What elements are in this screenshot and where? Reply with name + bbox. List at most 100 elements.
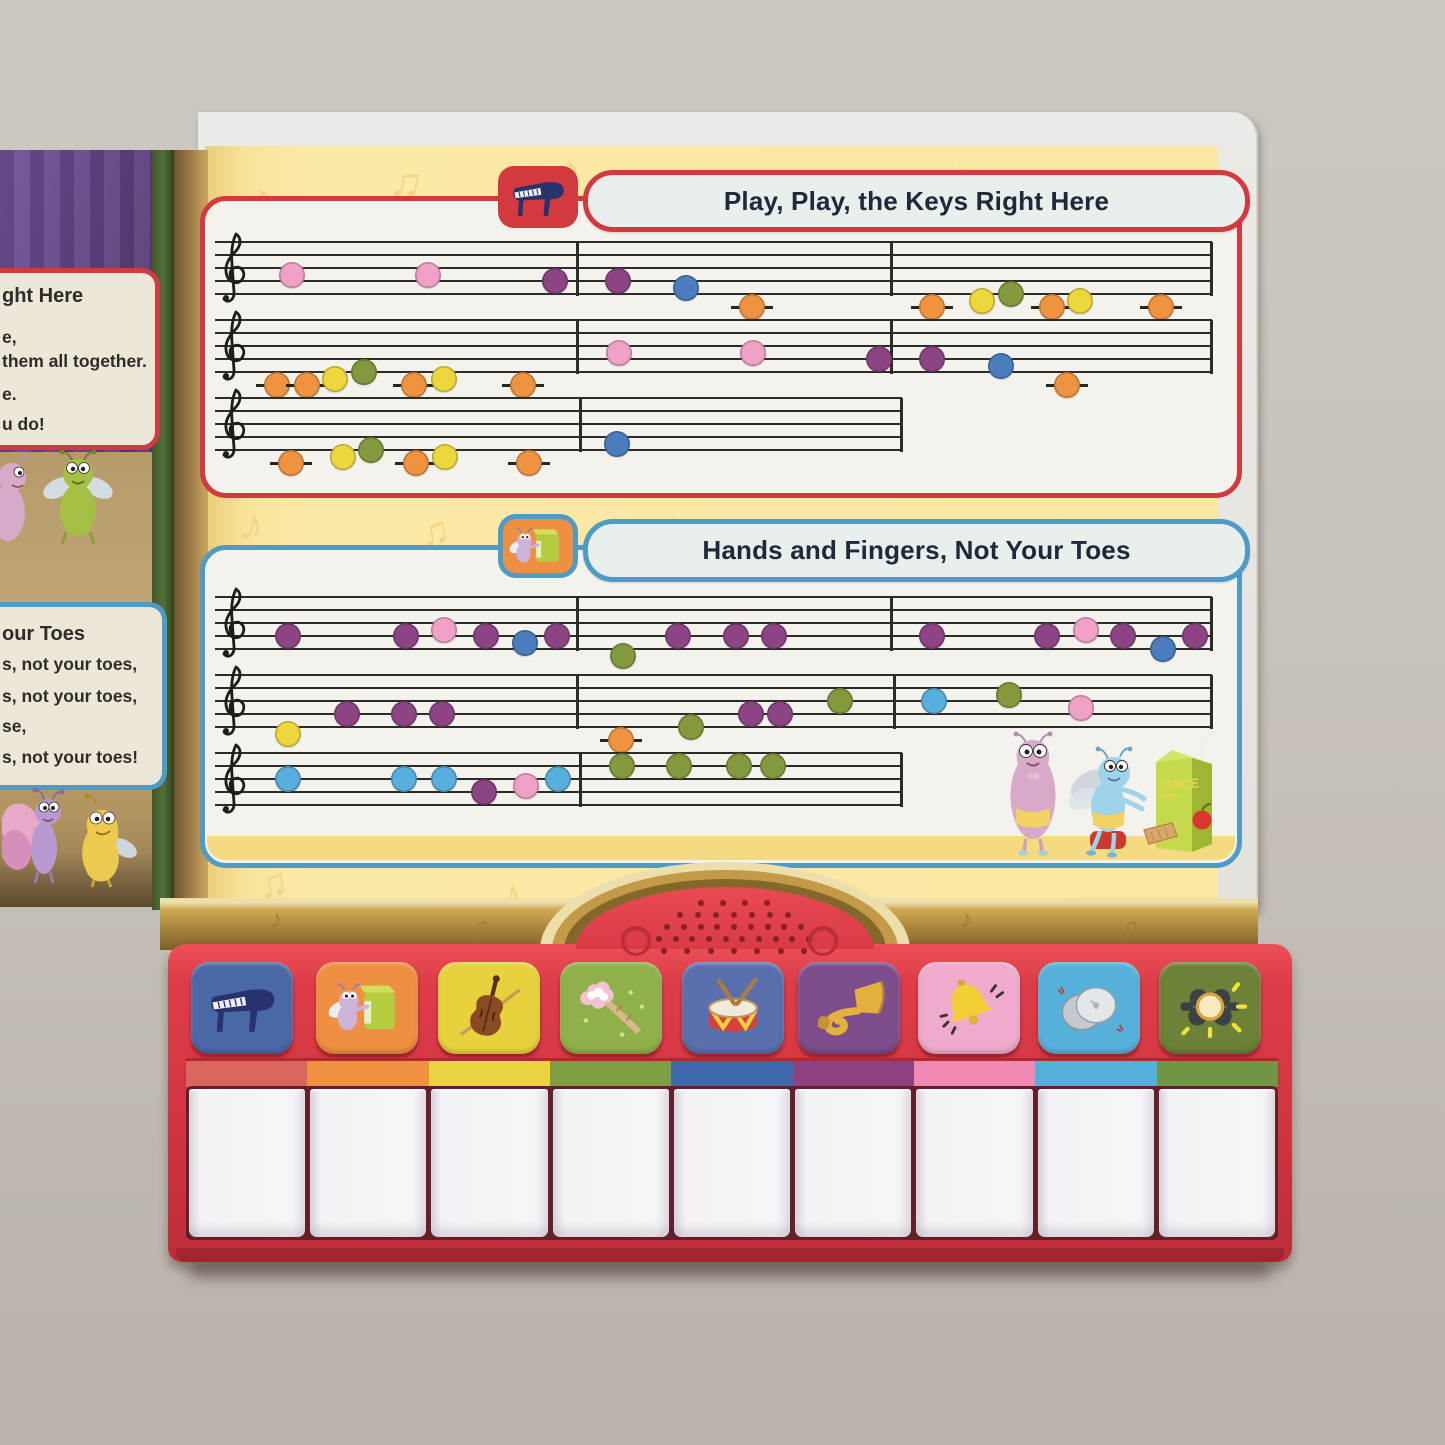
staff-line <box>215 609 1212 611</box>
music-note-yellow <box>1067 287 1094 314</box>
speaker-hole <box>720 900 726 906</box>
lyric-heading: our Toes <box>2 623 85 645</box>
music-note-purple <box>1182 623 1209 649</box>
staff-line <box>215 293 1212 295</box>
lyric-line: them all together. <box>2 351 147 371</box>
music-note-orange <box>1039 294 1066 320</box>
instrument-button-drum[interactable] <box>682 962 784 1054</box>
key-color-strip-segment <box>1035 1061 1157 1087</box>
speaker-hole <box>695 912 701 918</box>
piano-key-8[interactable] <box>1037 1089 1154 1237</box>
staff-line <box>215 241 1212 243</box>
music-note-orange <box>739 294 766 320</box>
piano-key-1[interactable] <box>189 1089 306 1237</box>
staff-line <box>215 345 1212 347</box>
music-note-pink <box>415 261 442 288</box>
instrument-button-magic-wand[interactable] <box>560 962 662 1054</box>
treble-clef-icon <box>222 665 246 736</box>
staff-line <box>215 280 1212 282</box>
music-note-orange <box>278 450 305 476</box>
staff-line <box>215 752 902 754</box>
speaker-hole <box>764 924 771 930</box>
piano-shadow <box>190 1260 1270 1278</box>
speaker-hole <box>664 924 670 930</box>
speaker-hole <box>713 912 719 918</box>
staff-line <box>215 726 1212 728</box>
treble-clef-icon <box>222 310 246 381</box>
piano-key-4[interactable] <box>552 1089 669 1237</box>
music-note-orange <box>403 450 430 476</box>
music-note-purple <box>918 346 945 372</box>
grand-piano-icon <box>498 166 578 228</box>
instrument-button-horn[interactable] <box>798 962 900 1054</box>
key-color-strip-segment <box>913 1061 1036 1087</box>
music-staff <box>215 665 1213 753</box>
green-bug-character <box>38 448 114 553</box>
music-note-orange <box>515 450 542 476</box>
lyric-box-bottom: our Toes s, not your toes, s, not your t… <box>0 602 167 790</box>
speaker-hole <box>764 900 770 906</box>
speaker-hole <box>706 936 712 942</box>
instrument-button-cymbals[interactable] <box>1038 962 1140 1054</box>
speaker-hole <box>656 936 662 942</box>
music-note-purple <box>473 623 500 649</box>
illustration-floor <box>207 836 1235 860</box>
music-note-orange <box>401 372 428 398</box>
piano-key-7[interactable] <box>916 1089 1033 1237</box>
staff-line <box>215 804 902 806</box>
music-note-purple <box>541 268 568 294</box>
piano-base <box>176 1248 1284 1262</box>
instrument-button-cello[interactable] <box>438 962 540 1054</box>
music-note-pink <box>605 339 632 366</box>
instrument-button-grand-piano[interactable] <box>191 962 293 1054</box>
speaker-hole <box>789 936 796 942</box>
music-note-purple <box>274 623 301 649</box>
music-note-orange <box>1148 294 1175 320</box>
barline <box>889 320 893 374</box>
staff-line <box>215 254 1212 256</box>
music-note-green <box>677 714 704 740</box>
piano-key-2[interactable] <box>310 1089 427 1237</box>
treble-clef-icon <box>222 743 246 814</box>
piano-key-5[interactable] <box>673 1089 791 1237</box>
speaker-hole <box>739 936 746 942</box>
music-note-purple <box>333 701 360 727</box>
music-staff <box>215 310 1213 398</box>
music-note-purple <box>543 623 570 649</box>
music-staff <box>215 388 903 476</box>
piano-key-9[interactable] <box>1158 1089 1275 1237</box>
music-note-yellow <box>321 365 348 392</box>
music-note-purple <box>1110 623 1137 649</box>
speaker-hole <box>801 948 807 954</box>
butterfly-bug-character <box>0 787 68 891</box>
barline <box>1210 242 1213 296</box>
music-note-blue <box>1150 636 1177 662</box>
music-note-purple <box>723 623 750 649</box>
barline <box>889 597 893 651</box>
song-title-pill: Play, Play, the Keys Right Here <box>583 170 1250 232</box>
song-title: Play, Play, the Keys Right Here <box>723 185 1110 216</box>
piano-key-6[interactable] <box>795 1089 912 1237</box>
staff-line <box>215 791 902 793</box>
music-note-purple <box>429 701 456 727</box>
staff-line <box>215 371 1212 373</box>
music-note-blue <box>603 430 630 457</box>
staff-line <box>215 622 1212 624</box>
screw-recess-left <box>621 926 651 956</box>
music-note-purple <box>393 623 420 649</box>
instrument-button-sparkle-light[interactable] <box>1159 962 1261 1054</box>
key-color-strip-segment <box>792 1061 914 1087</box>
music-note-orange <box>607 727 634 753</box>
lyric-heading: ght Here <box>2 285 84 307</box>
piano-key-3[interactable] <box>431 1089 548 1237</box>
key-color-strip-segment <box>1156 1061 1278 1087</box>
staff-line <box>215 358 1212 360</box>
instrument-button-bug-at-piano[interactable]: ♪ ♫ <box>316 962 418 1054</box>
music-note-purple <box>761 623 788 649</box>
music-note-purple <box>738 701 765 727</box>
instrument-button-bell[interactable] <box>918 962 1020 1054</box>
staff-line <box>215 410 902 412</box>
music-note-green <box>726 753 753 779</box>
key-color-strip-segment <box>671 1061 793 1087</box>
